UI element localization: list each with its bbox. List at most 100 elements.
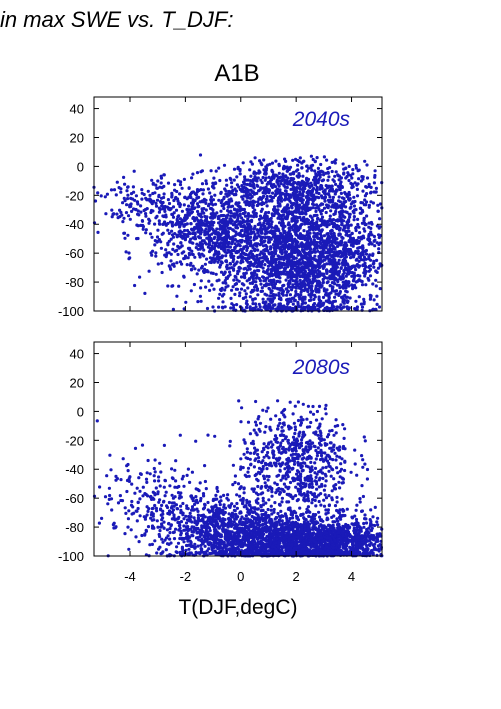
data-point-2040s-2-87 bbox=[173, 188, 177, 192]
data-point-2040s-1-373 bbox=[187, 253, 192, 257]
data-point-2040s-0-2198 bbox=[355, 241, 359, 246]
data-point-2040s-1-779 bbox=[217, 166, 221, 170]
data-point-2040s-3-186 bbox=[242, 180, 246, 184]
data-point-2040s-0-2492 bbox=[357, 295, 361, 299]
data-point-2040s-1-215 bbox=[256, 258, 260, 262]
data-point-2040s-1-250 bbox=[199, 170, 203, 174]
data-point-2040s-1-648 bbox=[179, 241, 183, 245]
data-point-2040s-3-589 bbox=[298, 156, 302, 160]
data-point-2040s-3-486 bbox=[371, 201, 375, 205]
data-point-2040s-0-1001 bbox=[261, 244, 266, 248]
data-point-2040s-0-2500 bbox=[257, 217, 262, 221]
data-point-2040s-0-1070 bbox=[371, 307, 375, 311]
data-point-2040s-1-567 bbox=[251, 246, 255, 250]
y-tick-label-2040s-3: -40 bbox=[65, 217, 84, 232]
data-point-2040s-0-2046 bbox=[291, 224, 295, 228]
data-point-2040s-1-773 bbox=[203, 230, 207, 235]
data-point-2040s-1-535 bbox=[193, 232, 197, 236]
data-point-2040s-2-118 bbox=[174, 221, 179, 226]
data-point-2040s-0-1736 bbox=[341, 295, 345, 299]
data-point-2040s-3-590 bbox=[291, 177, 295, 181]
data-point-2040s-1-755 bbox=[220, 286, 224, 290]
data-point-2040s-1-372 bbox=[171, 247, 175, 251]
data-point-2040s-0-1855 bbox=[368, 264, 373, 268]
data-point-2040s-1-281 bbox=[212, 236, 216, 241]
data-point-2040s-0-2121 bbox=[290, 288, 294, 292]
data-point-2040s-0-2445 bbox=[254, 284, 258, 289]
data-point-2040s-0-2584 bbox=[318, 262, 322, 266]
data-point-2040s-3-433 bbox=[257, 197, 261, 201]
data-point-2040s-0-2561 bbox=[325, 288, 329, 292]
data-point-2040s-1-450 bbox=[273, 243, 278, 247]
data-point-2040s-0-1897 bbox=[318, 281, 322, 285]
data-point-2040s-3-375 bbox=[320, 208, 324, 213]
data-point-2040s-0-2130 bbox=[312, 235, 316, 239]
data-point-2040s-3-354 bbox=[277, 184, 281, 188]
data-point-2040s-1-325 bbox=[202, 211, 206, 215]
data-point-2040s-0-1875 bbox=[291, 302, 295, 306]
data-point-2040s-1-684 bbox=[172, 242, 176, 246]
data-point-2040s-3-482 bbox=[304, 202, 308, 207]
data-point-2040s-0-949 bbox=[269, 245, 273, 249]
data-point-2040s-3-584 bbox=[252, 177, 256, 181]
data-point-2040s-0-1380 bbox=[370, 233, 374, 237]
data-point-2040s-3-562 bbox=[273, 185, 278, 189]
data-point-2040s-3-538 bbox=[307, 184, 311, 188]
data-point-2040s-3-322 bbox=[200, 182, 205, 186]
data-point-2040s-0-1560 bbox=[280, 291, 284, 295]
data-point-2040s-0-2596 bbox=[302, 255, 306, 259]
data-point-2040s-2-144 bbox=[96, 191, 100, 195]
data-point-2040s-3-325 bbox=[290, 210, 294, 214]
data-point-2040s-1-769 bbox=[232, 229, 236, 233]
data-point-2040s-3-145 bbox=[270, 225, 274, 229]
data-point-2080s-0-823 bbox=[325, 518, 329, 522]
data-point-2040s-2-67 bbox=[96, 230, 100, 234]
data-point-2040s-1-472 bbox=[216, 257, 220, 261]
data-point-2040s-3-532 bbox=[293, 186, 297, 190]
data-point-2040s-1-702 bbox=[198, 231, 202, 235]
data-point-2040s-3-594 bbox=[355, 187, 359, 191]
data-point-2040s-3-581 bbox=[248, 202, 252, 207]
data-point-2040s-0-2533 bbox=[274, 265, 278, 269]
data-point-2040s-1-633 bbox=[219, 209, 223, 213]
data-point-2040s-0-2544 bbox=[317, 289, 321, 293]
data-point-2040s-3-383 bbox=[293, 209, 297, 213]
data-point-2040s-3-451 bbox=[342, 171, 346, 175]
data-point-2040s-2-90 bbox=[104, 212, 108, 216]
data-point-2040s-3-155 bbox=[336, 205, 341, 209]
data-point-2040s-0-2467 bbox=[171, 307, 175, 311]
data-point-2040s-2-53 bbox=[155, 198, 160, 202]
data-point-2040s-0-1654 bbox=[245, 299, 249, 303]
data-point-2040s-3-333 bbox=[204, 198, 208, 202]
data-point-2040s-1-63 bbox=[166, 228, 170, 232]
data-point-2040s-2-178 bbox=[143, 208, 147, 212]
data-point-2040s-0-1927 bbox=[258, 279, 262, 283]
data-point-2040s-0-2359 bbox=[267, 252, 271, 256]
data-point-2040s-3-263 bbox=[283, 189, 288, 193]
data-point-2040s-0-2219 bbox=[332, 273, 336, 278]
data-point-2040s-0-2531 bbox=[300, 274, 304, 278]
data-point-2040s-0-2557 bbox=[305, 230, 309, 234]
data-point-2040s-0-1540 bbox=[349, 223, 353, 227]
data-point-2040s-0-1425 bbox=[345, 232, 349, 236]
data-point-2040s-0-2317 bbox=[360, 208, 364, 213]
data-point-2040s-1-788 bbox=[195, 217, 199, 221]
data-point-2040s-3-288 bbox=[296, 163, 300, 167]
data-point-2040s-0-2379 bbox=[371, 253, 375, 257]
data-point-2040s-3-518 bbox=[292, 172, 296, 176]
data-point-2040s-3-260 bbox=[230, 181, 234, 185]
data-point-2040s-2-49 bbox=[187, 208, 191, 212]
data-point-2040s-0-1275 bbox=[189, 237, 193, 241]
data-point-2040s-1-748 bbox=[211, 216, 215, 220]
data-point-2040s-3-459 bbox=[337, 199, 341, 203]
data-point-2040s-3-507 bbox=[296, 175, 301, 179]
data-point-2040s-0-2427 bbox=[329, 239, 333, 244]
data-point-2040s-3-436 bbox=[321, 170, 325, 174]
data-point-2040s-3-269 bbox=[333, 202, 337, 206]
data-point-2040s-3-90 bbox=[209, 169, 213, 173]
data-point-2040s-3-577 bbox=[356, 169, 360, 173]
data-point-2040s-2-80 bbox=[115, 212, 119, 216]
data-point-2040s-0-2025 bbox=[365, 163, 369, 167]
data-point-2040s-1-341 bbox=[196, 209, 200, 214]
data-point-2040s-0-1108 bbox=[231, 285, 235, 289]
